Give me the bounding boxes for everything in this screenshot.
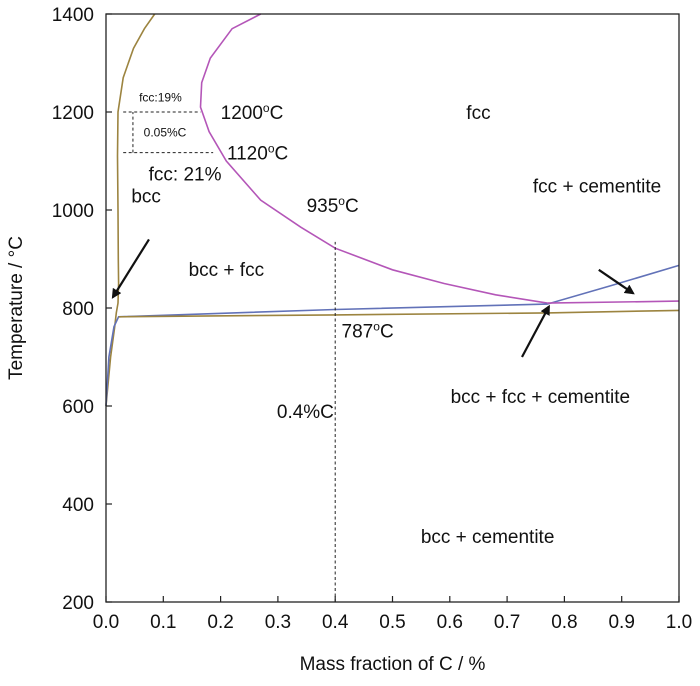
annotation-label-7: 0.4%C (277, 402, 334, 423)
y-axis-title: Temperature / °C (6, 236, 27, 380)
y-tick-label: 1200 (52, 103, 94, 124)
annotation-label-13: 0.05%C (144, 126, 187, 140)
x-tick-label: 0.7 (494, 612, 520, 633)
annotation-label-8: 935oC (307, 194, 359, 217)
x-tick-label: 0.8 (551, 612, 577, 633)
annotation-label-5: bcc + fcc + cementite (451, 387, 631, 408)
y-tick-label: 600 (62, 397, 94, 418)
annotation-arrows (111, 238, 635, 358)
annotation-label-14: fcc: 21% (149, 164, 222, 185)
y-tick-label: 400 (62, 495, 94, 516)
x-tick-label: 0.1 (150, 612, 176, 633)
annotation-label-3: bcc + fcc (189, 260, 265, 281)
axis-tick-labels: 0.0 0.1 0.2 0.3 0.4 0.5 0.6 0.7 0.8 0.9 1.0 200 400 6… (52, 5, 692, 633)
annotation-label-9: 787oC (342, 320, 394, 343)
phase-boundary-line-1 (105, 13, 156, 407)
x-tick-label: 0.5 (379, 612, 405, 633)
x-tick-label: 0.9 (608, 612, 634, 633)
annotation-label-4: fcc + cementite (533, 177, 661, 198)
axis-ticks (105, 13, 680, 603)
y-tick-label: 1000 (52, 201, 94, 222)
y-tick-label: 200 (62, 593, 94, 614)
annotation-arrow-3 (521, 304, 550, 358)
annotation-label-10: 1200oC (221, 101, 284, 124)
x-tick-label: 0.3 (265, 612, 291, 633)
annotation-label-11: 1120oC (227, 142, 288, 165)
x-axis-title: Mass fraction of C / % (300, 654, 486, 675)
phase-boundary-line-5 (547, 300, 680, 304)
annotation-label-2: bcc (131, 186, 161, 207)
reference-dashed-lines (123, 111, 336, 602)
x-tick-label: 0.4 (322, 612, 349, 633)
annotation-arrow-1 (111, 238, 150, 299)
annotation-label-6: bcc + cementite (421, 527, 555, 548)
annotation-label-12: fcc:19% (139, 90, 182, 104)
phase-boundary-line-3 (105, 264, 680, 407)
phase-boundary-line-4 (118, 309, 680, 318)
x-tick-label: 1.0 (666, 612, 692, 633)
phase-boundary-line-2 (199, 13, 548, 304)
annotation-label-1: fcc (466, 103, 490, 124)
annotations: fcc bcc bcc + fcc fcc + cementite bcc + fcc … (131, 90, 661, 548)
y-tick-label: 800 (62, 299, 94, 320)
x-tick-label: 0.6 (437, 612, 463, 633)
phase-boundary-curves (105, 13, 680, 407)
y-tick-label: 1400 (52, 5, 94, 26)
annotation-arrow-2 (598, 268, 635, 295)
x-tick-label: 0.2 (207, 612, 233, 633)
x-tick-label: 0.0 (93, 612, 119, 633)
